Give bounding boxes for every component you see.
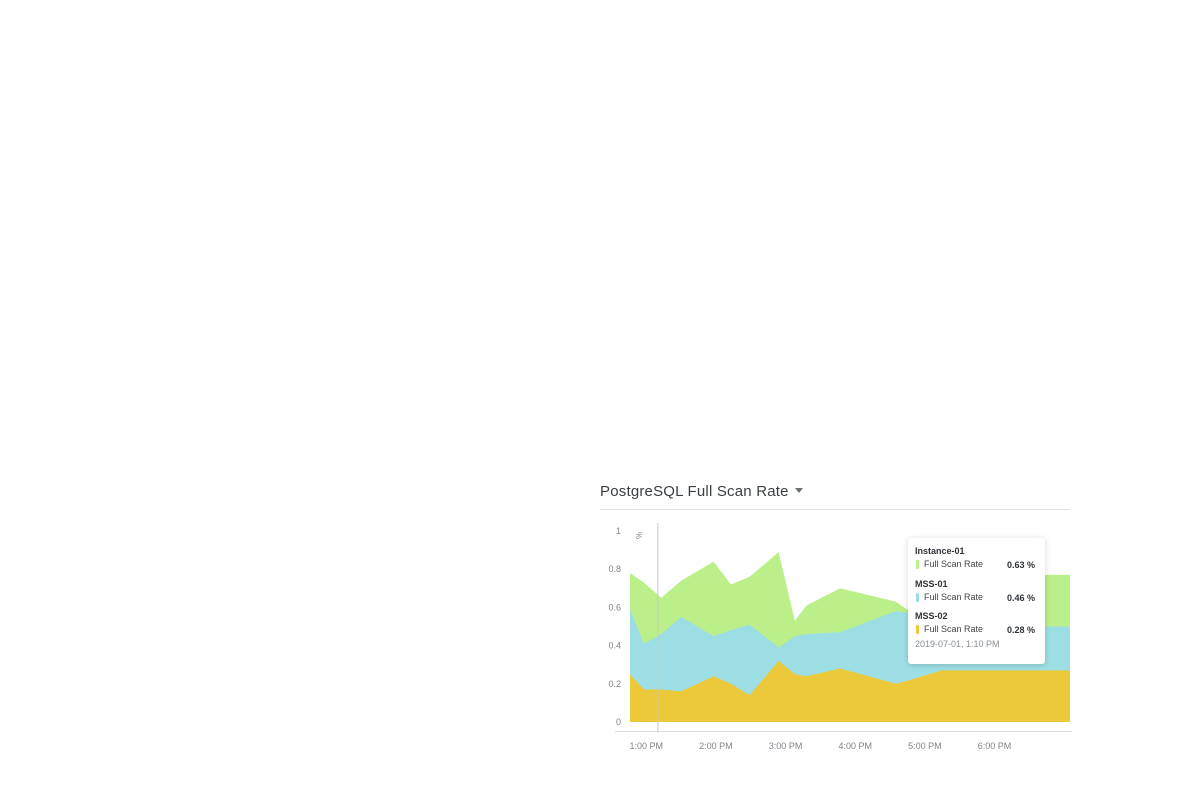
tooltip-metric: Full Scan Rate [924, 559, 984, 569]
widget-header: PostgreSQL Full Scan Rate [600, 476, 1070, 510]
area-series-mss-02 [630, 660, 1070, 722]
y-tick-label: 0.2 [608, 679, 621, 689]
tooltip-metric: Full Scan Rate [924, 592, 984, 602]
y-tick-label: 0.4 [608, 641, 621, 651]
chevron-down-icon[interactable] [795, 488, 803, 493]
tooltip-metric: Full Scan Rate [924, 624, 984, 634]
tooltip-entry-mss-02: MSS-02 Full Scan Rate 0.28 % [915, 611, 1039, 635]
series-swatch [916, 593, 919, 602]
y-tick-label: 0.6 [608, 602, 621, 612]
x-tick-label: 4:00 PM [838, 741, 872, 751]
x-tick-label: 5:00 PM [908, 741, 942, 751]
x-tick-label: 3:00 PM [769, 741, 803, 751]
chart-title: PostgreSQL Full Scan Rate [600, 483, 789, 500]
x-tick-label: 6:00 PM [978, 741, 1012, 751]
series-swatch [916, 625, 919, 634]
tooltip-instance-name: MSS-01 [915, 579, 948, 589]
y-tick-label: 0.8 [608, 564, 621, 574]
tooltip-entry-mss-01: MSS-01 Full Scan Rate 0.46 % [915, 579, 1039, 603]
series-swatch [916, 560, 919, 569]
tooltip-instance-name: Instance-01 [915, 546, 965, 556]
tooltip-value: 0.28 % [1006, 625, 1035, 635]
x-tick-label: 2:00 PM [699, 741, 733, 751]
tooltip-instance-name: MSS-02 [915, 611, 948, 621]
full-scan-rate-widget: PostgreSQL Full Scan Rate 0 0.2 0.4 0.6 0.8 1… [600, 476, 1072, 776]
y-tick-label: 0 [616, 717, 621, 727]
tooltip-value: 0.63 % [1006, 560, 1035, 570]
y-tick-label: 1 [616, 526, 621, 536]
tooltip-timestamp: 2019-07-01, 1:10 PM [915, 639, 1000, 649]
tooltip-entry-instance-01: Instance-01 Full Scan Rate 0.63 % [915, 546, 1039, 570]
tooltip-value: 0.46 % [1006, 593, 1035, 603]
x-tick-label: 1:00 PM [629, 741, 663, 751]
chart-tooltip: Instance-01 Full Scan Rate 0.63 % MSS-01… [908, 538, 1045, 664]
y-axis-unit: % [634, 532, 643, 539]
